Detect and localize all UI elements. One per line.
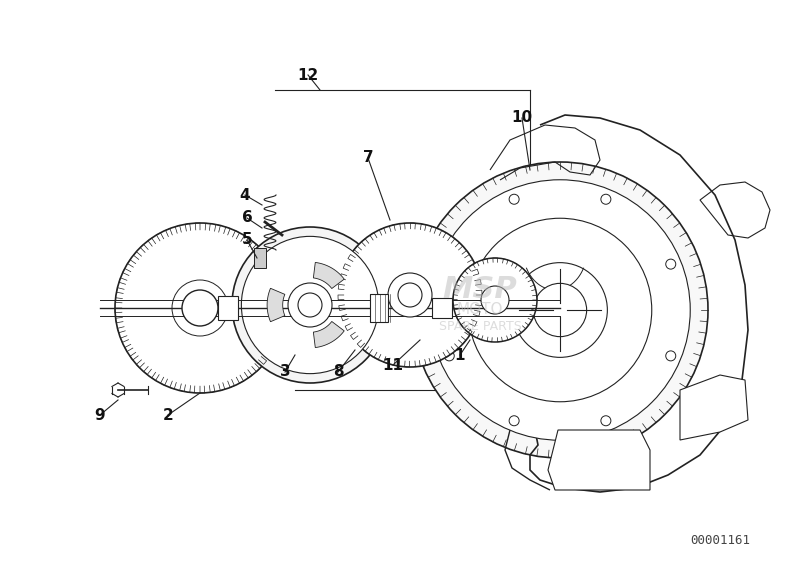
Circle shape (601, 416, 611, 426)
Circle shape (412, 162, 708, 458)
Text: 5: 5 (242, 233, 252, 247)
Text: 8: 8 (333, 364, 343, 380)
Polygon shape (314, 321, 344, 347)
Circle shape (534, 284, 586, 337)
Text: MSP: MSP (442, 276, 518, 305)
Text: 6: 6 (242, 211, 252, 225)
Circle shape (481, 286, 509, 314)
Text: 11: 11 (382, 358, 403, 372)
Text: 2: 2 (162, 407, 174, 423)
Circle shape (666, 259, 676, 269)
Circle shape (453, 258, 537, 342)
Text: 4: 4 (240, 188, 250, 202)
Circle shape (338, 223, 482, 367)
Circle shape (444, 351, 454, 361)
Circle shape (288, 283, 332, 327)
Circle shape (601, 194, 611, 204)
Polygon shape (548, 430, 650, 490)
Text: 7: 7 (362, 150, 374, 166)
Circle shape (468, 218, 652, 402)
Text: 1: 1 (454, 347, 466, 363)
Circle shape (509, 194, 519, 204)
Bar (254, 248, 266, 268)
Circle shape (430, 180, 690, 440)
Text: 10: 10 (511, 111, 533, 125)
Circle shape (242, 236, 378, 373)
Polygon shape (680, 375, 748, 440)
Text: 3: 3 (280, 364, 290, 380)
Text: 9: 9 (94, 407, 106, 423)
Circle shape (398, 283, 422, 307)
Text: 12: 12 (298, 67, 318, 82)
Circle shape (232, 227, 388, 383)
Circle shape (298, 293, 322, 317)
Circle shape (509, 416, 519, 426)
Polygon shape (267, 288, 285, 321)
Text: MOTO: MOTO (457, 302, 503, 318)
Polygon shape (432, 298, 452, 318)
Polygon shape (218, 296, 238, 320)
Text: SPARE PARTS: SPARE PARTS (438, 320, 522, 333)
Polygon shape (314, 262, 344, 289)
Circle shape (513, 263, 607, 357)
Polygon shape (370, 294, 388, 322)
Circle shape (182, 290, 218, 326)
Circle shape (115, 223, 285, 393)
Circle shape (172, 280, 228, 336)
Circle shape (388, 273, 432, 317)
Circle shape (666, 351, 676, 361)
Text: 00001161: 00001161 (690, 533, 750, 546)
Circle shape (444, 259, 454, 269)
